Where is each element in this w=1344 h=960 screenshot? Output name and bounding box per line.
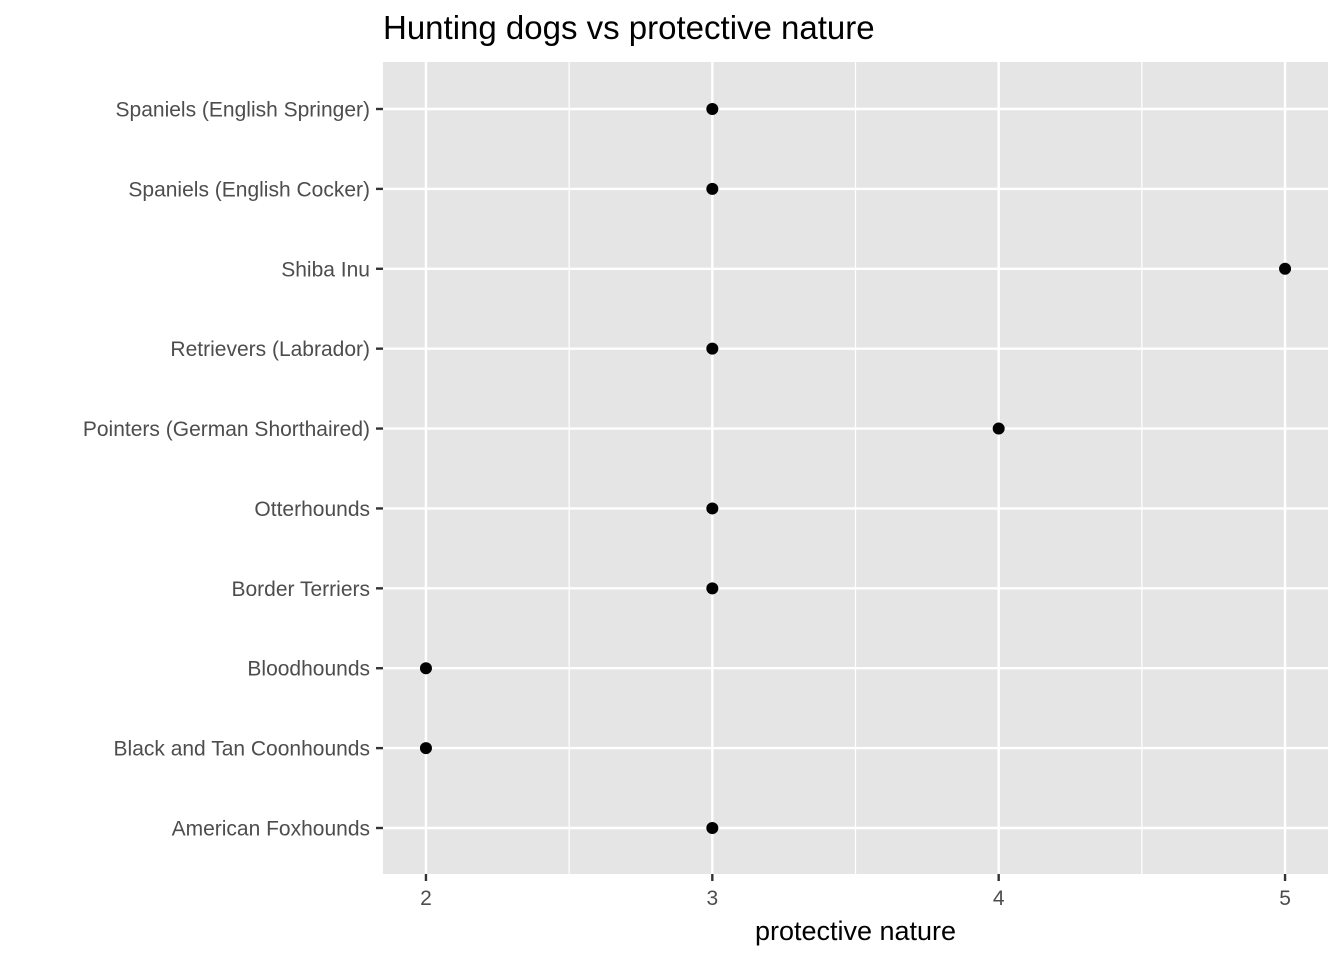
data-point: [419, 662, 432, 675]
chart-title: Hunting dogs vs protective nature: [383, 9, 875, 46]
data-point: [706, 182, 719, 195]
x-tick-label: 4: [993, 887, 1005, 910]
y-tick-label: Pointers (German Shorthaired): [83, 418, 370, 441]
data-point: [706, 582, 719, 595]
data-point: [1279, 262, 1292, 275]
y-tick-label: Bloodhounds: [247, 658, 370, 681]
x-axis: 2 3 4 5: [420, 874, 1291, 910]
y-tick-label: Retrievers (Labrador): [170, 338, 370, 361]
x-tick-label: 3: [706, 887, 718, 910]
data-point: [706, 103, 719, 115]
y-tick-label: Spaniels (English Cocker): [128, 178, 370, 201]
minor-gridlines: [568, 62, 1143, 874]
data-point: [706, 502, 719, 515]
major-gridlines: [383, 62, 1328, 874]
y-tick-label: Otterhounds: [254, 498, 370, 521]
y-tick-label: Black and Tan Coonhounds: [114, 738, 370, 761]
x-tick-label: 5: [1279, 887, 1291, 910]
y-tick-label: Shiba Inu: [281, 258, 370, 281]
y-tick-label: Border Terriers: [232, 578, 371, 601]
data-point: [419, 742, 432, 755]
data-point: [706, 822, 719, 834]
data-point: [706, 342, 719, 355]
data-points: [419, 103, 1292, 834]
data-point: [992, 422, 1005, 435]
x-axis-label: protective nature: [755, 916, 956, 946]
y-tick-label: Spaniels (English Springer): [116, 99, 370, 122]
y-axis: American Foxhounds Black and Tan Coonhoun…: [83, 99, 383, 841]
x-tick-label: 2: [420, 887, 432, 910]
y-tick-label: American Foxhounds: [172, 818, 370, 841]
